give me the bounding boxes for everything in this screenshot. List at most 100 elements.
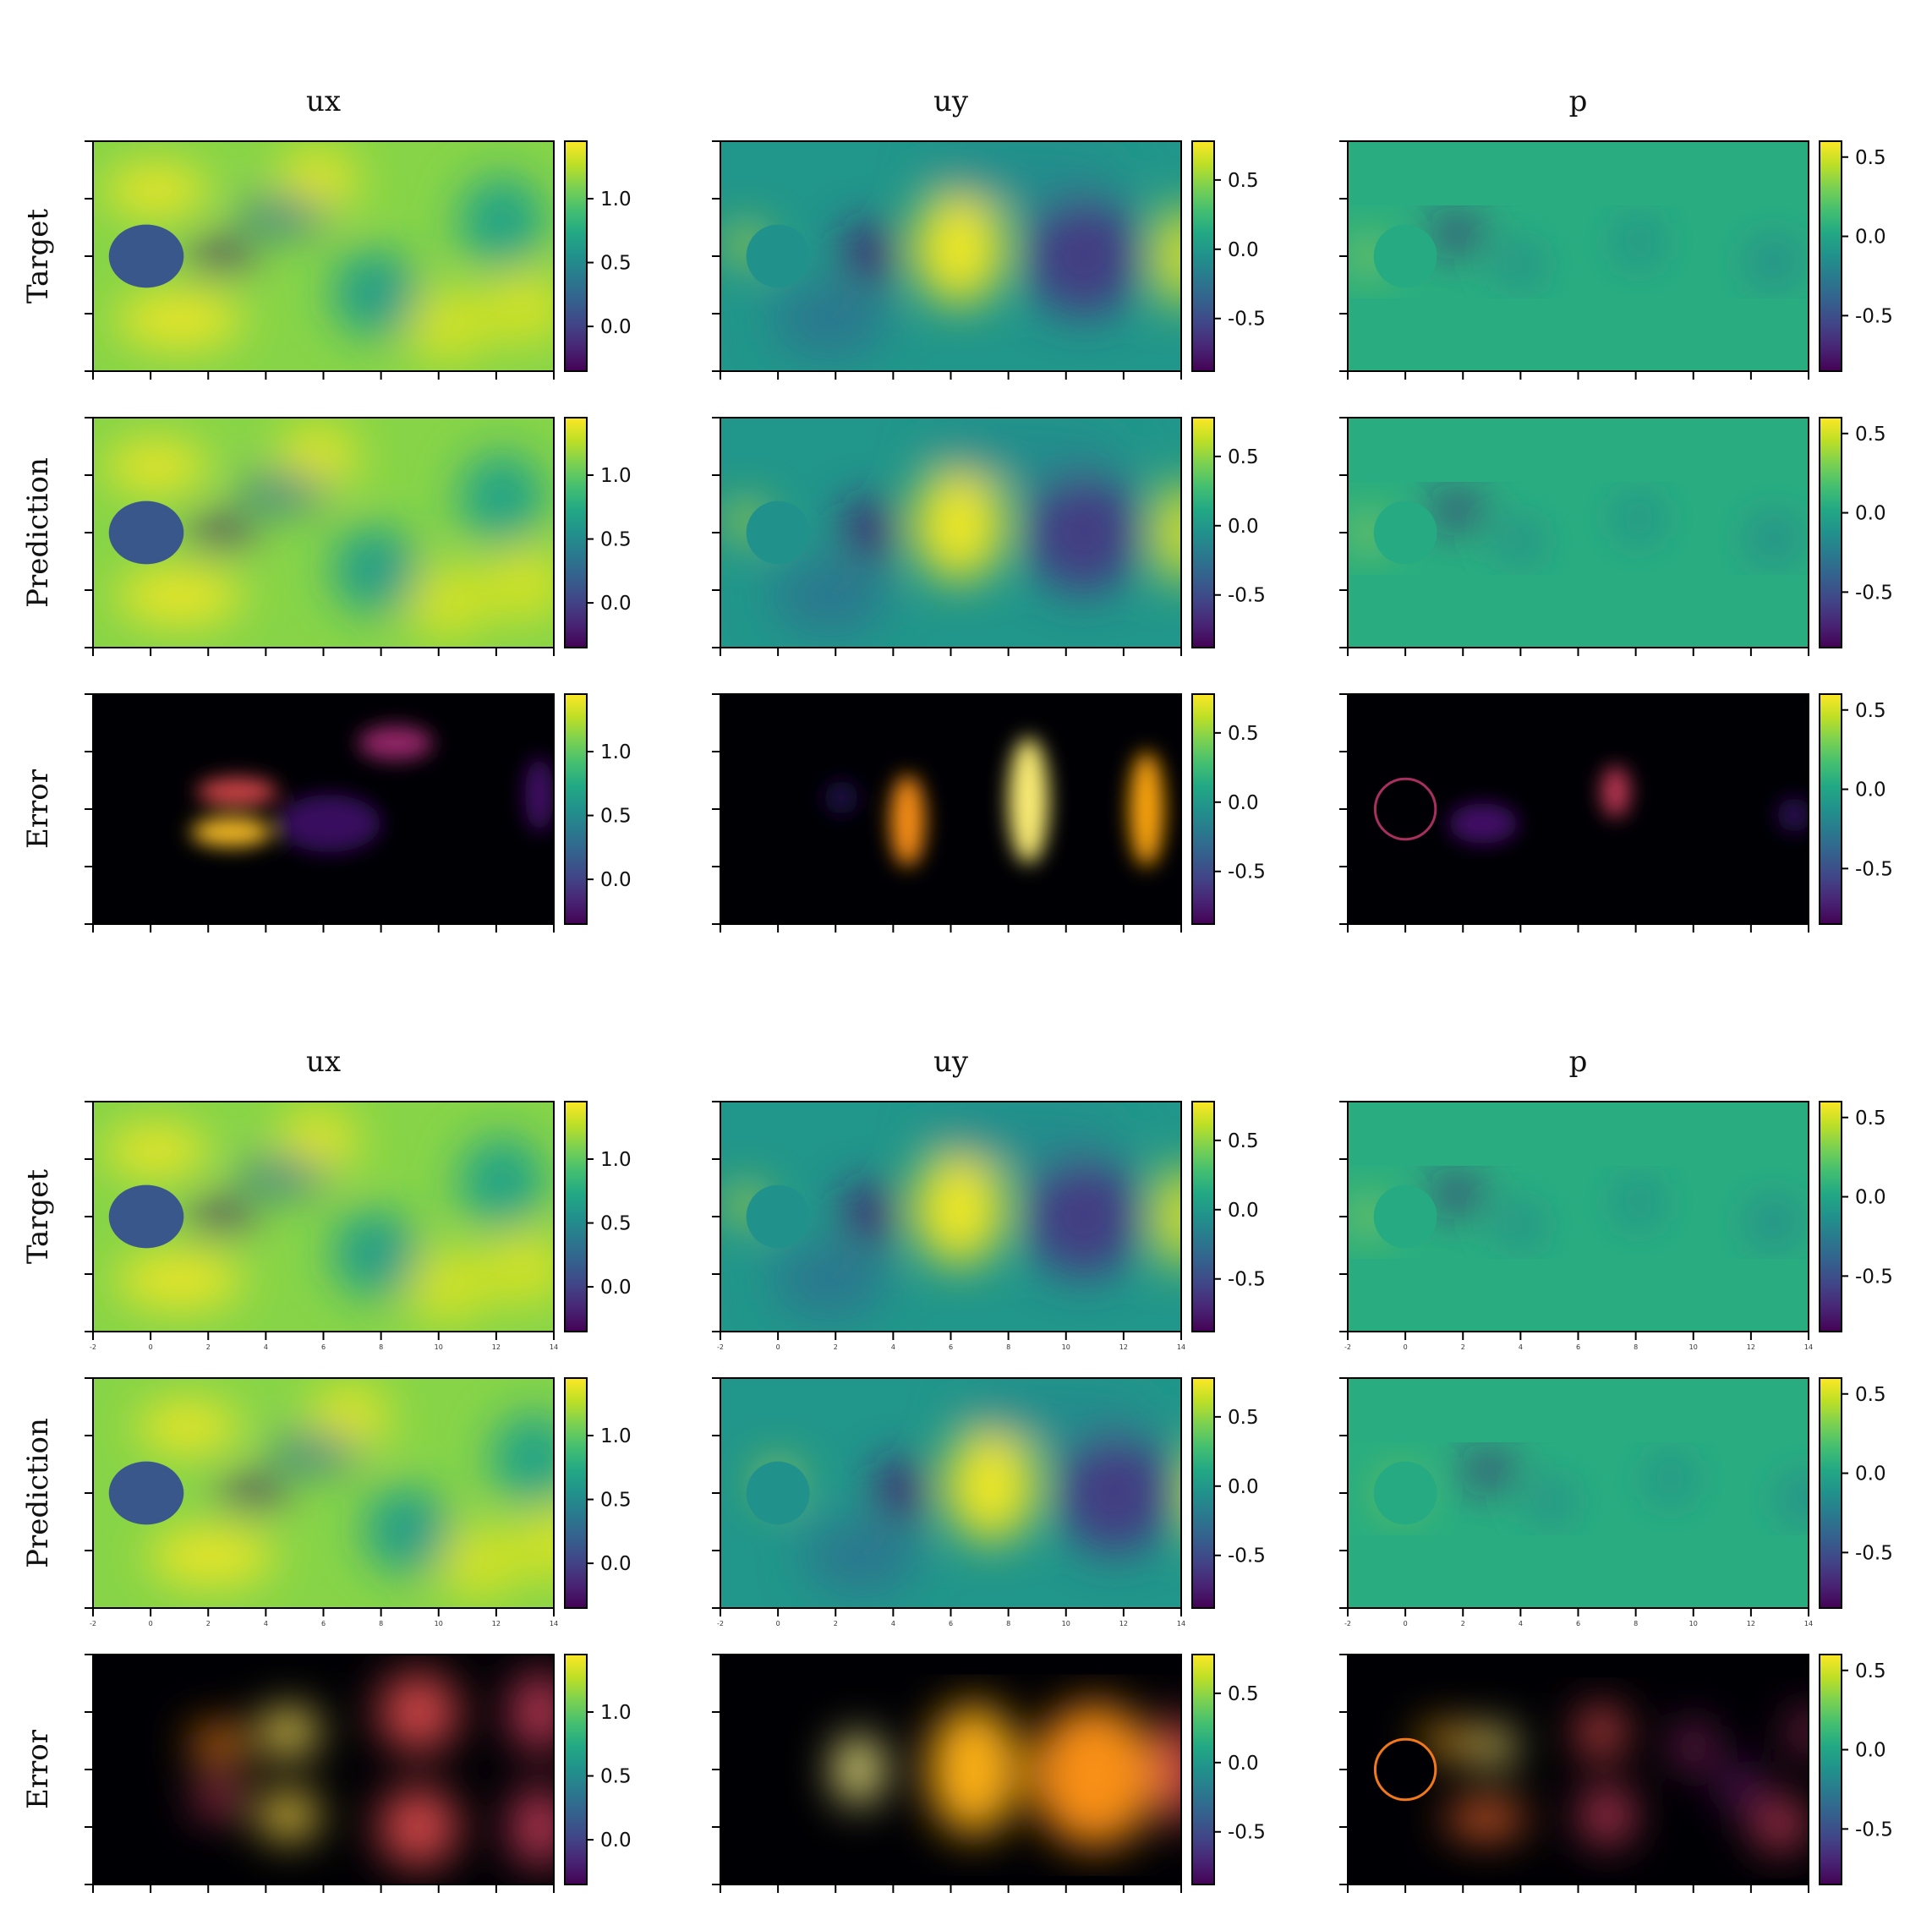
colorbar-tick-label: 0.0 [1855, 227, 1886, 249]
x-tick-label: 10 [1062, 1343, 1070, 1351]
heatmap-p-target [1348, 1102, 1809, 1332]
obstacle [1373, 1184, 1437, 1249]
x-tick-label: 4 [1519, 1343, 1523, 1351]
colorbar-tick-label: 1.0 [600, 1425, 632, 1447]
x-tick-label: 0 [1404, 1343, 1408, 1351]
obstacle [1373, 1461, 1437, 1525]
x-tick-label: 6 [949, 1620, 953, 1627]
colorbar-tick-label: -0.5 [1228, 862, 1266, 883]
colorbar-tick-label: 0.5 [600, 529, 632, 551]
obstacle [746, 224, 810, 288]
colorbar-uy [1191, 693, 1215, 925]
heatmap-ux-error [93, 1655, 554, 1884]
x-tick-label: 8 [1634, 1620, 1638, 1627]
x-tick-label: 6 [949, 1343, 953, 1351]
colorbar-tick-label: 0.0 [1228, 792, 1259, 814]
x-tick-label: 14 [1804, 1343, 1813, 1351]
colorbar-tick-label: 0.5 [1855, 700, 1886, 722]
x-tick-label: 2 [1461, 1343, 1465, 1351]
colorbar-tick-label: -0.5 [1855, 1819, 1893, 1841]
x-tick-label: 2 [206, 1620, 211, 1627]
colorbar-tick-label: 0.5 [1855, 424, 1886, 446]
x-tick-label: 0 [149, 1620, 153, 1627]
heatmap-ux-error [93, 694, 554, 924]
x-tick-label: -2 [717, 1343, 724, 1351]
heatmap-p-error [1348, 694, 1809, 924]
x-tick-label: 2 [834, 1343, 838, 1351]
colorbar-tick-label: 1.0 [600, 1702, 632, 1724]
x-tick-label: 12 [1747, 1343, 1755, 1351]
x-tick-label: 8 [1006, 1343, 1010, 1351]
row-label: Prediction [21, 1418, 55, 1568]
heatmap-uy-target [720, 141, 1181, 371]
colorbar-tick-label: 1.0 [600, 1149, 632, 1171]
x-tick-label: -2 [90, 1620, 96, 1627]
colorbar-tick-label: -0.5 [1228, 309, 1266, 331]
colorbar-tick-label: 0.0 [1228, 239, 1259, 261]
x-tick-label: 6 [321, 1343, 326, 1351]
colorbar-tick-label: -0.5 [1228, 1545, 1266, 1567]
obstacle [746, 1461, 810, 1525]
colorbar-p [1819, 693, 1842, 925]
colorbar-tick-label: 1.0 [600, 465, 632, 487]
colorbar-tick-label: 0.5 [1228, 1407, 1259, 1429]
colorbar-tick-label: 0.0 [1855, 1187, 1886, 1209]
colorbar-tick-label: 1.0 [600, 741, 632, 763]
x-tick-label: 0 [149, 1343, 153, 1351]
colorbar-p [1819, 1101, 1842, 1332]
x-tick-label: 14 [550, 1343, 558, 1351]
x-tick-label: 12 [1119, 1620, 1128, 1627]
x-tick-label: 12 [1119, 1343, 1128, 1351]
x-tick-label: 4 [264, 1620, 268, 1627]
colorbar-tick-label: 0.0 [600, 1277, 632, 1299]
colorbar-tick-label: 0.0 [1855, 1740, 1886, 1762]
colorbar-tick-label: 0.5 [1228, 723, 1259, 745]
x-tick-label: 2 [206, 1343, 211, 1351]
heatmap-uy-prediction [720, 1378, 1181, 1608]
obstacle [1373, 501, 1437, 565]
row-label: Error [21, 1729, 55, 1809]
obstacle [746, 1184, 810, 1249]
row-label: Prediction [21, 457, 55, 608]
x-tick-label: 8 [1634, 1343, 1638, 1351]
column-title: p [1569, 85, 1588, 118]
colorbar-p [1819, 140, 1842, 372]
colorbar-tick-label: 0.0 [600, 869, 632, 891]
colorbar-uy [1191, 1654, 1215, 1885]
obstacle-wake [108, 501, 184, 565]
x-tick-label: 6 [1576, 1343, 1580, 1351]
x-tick-label: 10 [435, 1343, 443, 1351]
colorbar-tick-label: -0.5 [1855, 582, 1893, 604]
colorbar-tick-label: 0.0 [1855, 503, 1886, 525]
row-label: Error [21, 769, 55, 849]
x-tick-label: 8 [379, 1343, 383, 1351]
heatmap-uy-error [720, 694, 1181, 924]
colorbar-p [1819, 417, 1842, 648]
heatmap-p-prediction [1348, 1378, 1809, 1608]
heatmap-uy-prediction [720, 418, 1181, 648]
colorbar-tick-label: 0.0 [1855, 779, 1886, 801]
x-tick-label: 12 [1747, 1620, 1755, 1627]
heatmap-uy-target [720, 1102, 1181, 1332]
x-tick-label: 2 [1461, 1620, 1465, 1627]
colorbar-tick-label: -0.5 [1855, 858, 1893, 880]
colorbar-tick-label: -0.5 [1855, 1542, 1893, 1564]
colorbar-ux [564, 1101, 588, 1332]
x-tick-label: 14 [1804, 1620, 1813, 1627]
x-tick-label: 12 [492, 1620, 501, 1627]
obstacle [1373, 224, 1437, 288]
colorbar-ux [564, 1654, 588, 1885]
x-tick-label: 10 [1062, 1620, 1070, 1627]
heatmap-p-error [1348, 1655, 1809, 1884]
column-title: ux [306, 85, 341, 118]
obstacle-wake [108, 1461, 184, 1525]
colorbar-tick-label: -0.5 [1228, 1822, 1266, 1844]
colorbar-tick-label: 0.5 [600, 1213, 632, 1235]
heatmap-uy-error [720, 1655, 1181, 1884]
x-tick-label: -2 [90, 1343, 96, 1351]
column-title: ux [306, 1045, 341, 1079]
colorbar-tick-label: 0.5 [1228, 1130, 1259, 1152]
obstacle [746, 501, 810, 565]
x-tick-label: 12 [492, 1343, 501, 1351]
colorbar-ux [564, 693, 588, 925]
